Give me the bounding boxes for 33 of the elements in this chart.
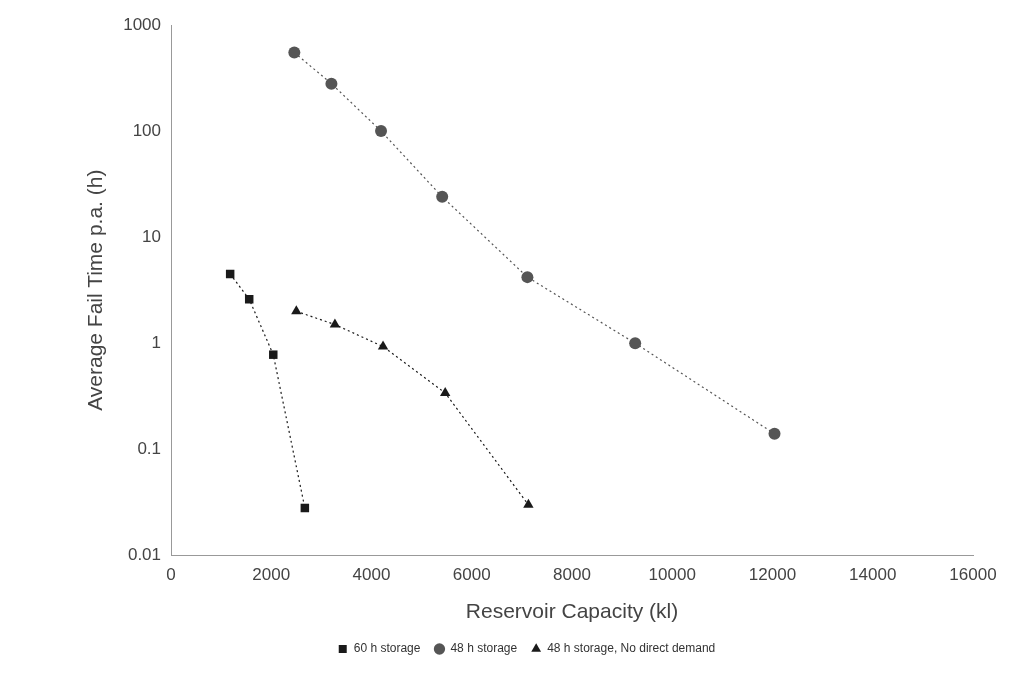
point	[768, 427, 781, 440]
x-tick-label: 0	[166, 565, 176, 585]
point	[629, 337, 642, 350]
point	[269, 350, 278, 359]
point	[375, 125, 388, 138]
legend-label: 48 h storage	[450, 641, 518, 656]
y-tick-label: 1000	[123, 14, 162, 34]
point	[436, 190, 449, 203]
y-tick-label: 0.01	[127, 545, 162, 565]
y-axis-title: Average Fail Time p.a. (h)	[83, 169, 107, 411]
y-tick-label: 1	[151, 332, 162, 352]
x-tick-label: 16000	[949, 565, 997, 585]
point	[288, 46, 301, 59]
x-axis-title: Reservoir Capacity (kl)	[465, 599, 679, 623]
x-tick-label: 14000	[849, 565, 897, 585]
x-tick-label: 12000	[748, 565, 797, 585]
point	[521, 271, 534, 284]
x-tick-label: 2000	[252, 565, 291, 585]
legend-label: 60 h storage	[353, 641, 421, 656]
point	[377, 340, 389, 350]
point	[523, 498, 534, 508]
x-tick-label: 4000	[352, 565, 391, 585]
point	[440, 386, 451, 396]
y-tick-label: 10	[142, 226, 162, 246]
point	[329, 318, 341, 328]
point	[291, 305, 302, 315]
x-tick-label: 8000	[553, 565, 591, 585]
y-tick-label: 0.1	[137, 439, 162, 459]
x-tick-label: 10000	[648, 565, 696, 585]
y-tick-label: 100	[132, 120, 162, 140]
legend-label: 48 h storage, No direct demand	[547, 641, 716, 656]
x-tick-label: 6000	[452, 565, 491, 585]
point	[325, 77, 338, 90]
